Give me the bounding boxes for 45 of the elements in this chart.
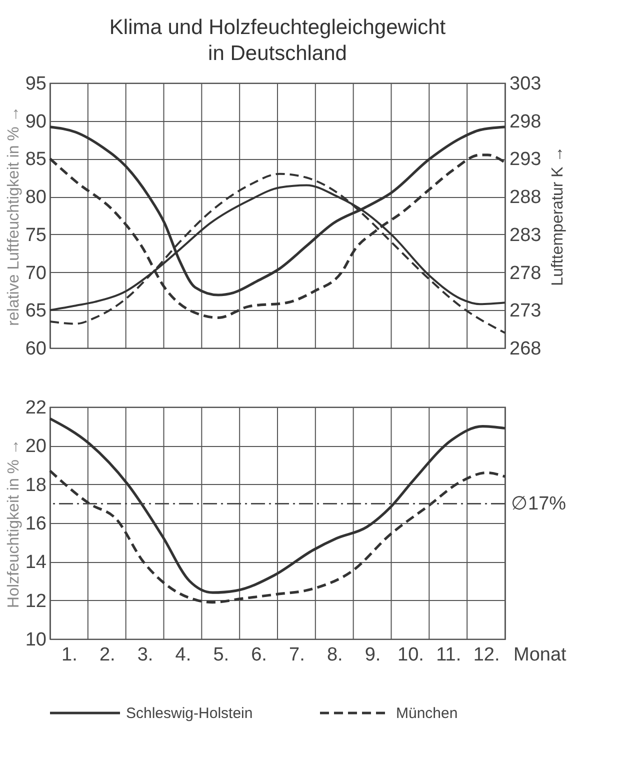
y-tick-label: 75 — [25, 224, 46, 246]
legend-label: München — [396, 705, 458, 722]
y-tick-label: 90 — [25, 111, 46, 132]
y-tick-label: 70 — [25, 262, 46, 284]
x-tick-label: 2. — [99, 644, 116, 666]
y2-tick-label: 273 — [510, 300, 542, 322]
y-tick-label: 18 — [25, 474, 46, 496]
x-tick-label: 1. — [62, 644, 78, 666]
y-tick-label: 10 — [25, 630, 46, 650]
y-axis-title: Holzfeuchtigkeit in % → — [5, 439, 22, 608]
y-axis-title: relative Luftfeuchtigkeit in % → — [5, 106, 22, 326]
y2-tick-label: 303 — [510, 74, 542, 94]
y-tick-label: 60 — [25, 338, 46, 360]
y2-tick-label: 298 — [510, 111, 542, 132]
y-tick-label: 14 — [25, 552, 47, 574]
y-tick-label: 80 — [25, 187, 46, 208]
y-tick-label: 16 — [25, 514, 46, 534]
x-tick-label: 8. — [326, 644, 343, 666]
x-tick-label: 4. — [175, 644, 192, 666]
x-tick-label: 11. — [436, 644, 462, 666]
x-tick-label: 12. — [473, 644, 500, 666]
x-tick-label: 3. — [137, 644, 154, 666]
x-tick-label: 6. — [251, 644, 267, 666]
y-tick-label: 95 — [25, 74, 46, 94]
y2-tick-label: 283 — [510, 224, 542, 246]
x-tick-label: 7. — [289, 644, 305, 666]
legend-label: Schleswig-Holstein — [126, 705, 253, 722]
y2-tick-label: 288 — [510, 187, 542, 208]
x-tick-label: 5. — [213, 644, 230, 666]
y2-tick-label: 268 — [510, 338, 542, 360]
y-tick-label: 85 — [25, 149, 46, 170]
y-tick-label: 12 — [25, 590, 46, 612]
line-series — [48, 417, 506, 594]
y2-axis-title: Lufttemperatur K → — [550, 146, 566, 286]
y2-tick-label: 293 — [510, 149, 542, 170]
line-series — [48, 470, 506, 604]
y-tick-label: 65 — [25, 300, 46, 322]
chart-title: Klima und Holzfeuchtegleichgewicht in Deutschland — [109, 16, 446, 65]
x-axis-title: Monat — [514, 644, 568, 666]
y-tick-label: 20 — [25, 436, 46, 458]
y-tick-label: 22 — [25, 398, 46, 418]
x-tick-label: 10. — [397, 644, 424, 666]
ref-line-label: ∅17% — [511, 494, 566, 515]
x-tick-label: 9. — [364, 644, 381, 666]
y2-tick-label: 278 — [510, 262, 542, 284]
